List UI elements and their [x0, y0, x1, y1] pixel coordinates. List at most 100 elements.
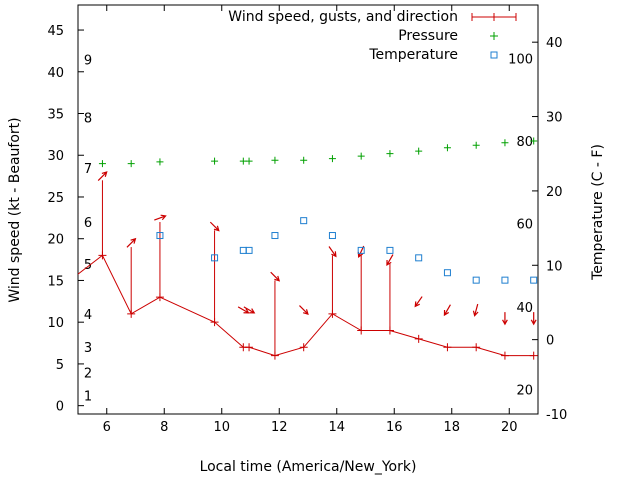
y-tick-label: 25 — [47, 191, 64, 206]
wind-direction-arrow — [386, 254, 394, 267]
fahrenheit-labels: 20 40 60 80 100 — [508, 53, 533, 399]
legend-pressure-label: Pressure — [398, 28, 458, 44]
temperature-point — [415, 254, 423, 262]
fahrenheit-label: 20 — [516, 383, 533, 398]
y2-axis-label: Temperature (C - F) — [590, 144, 606, 281]
wind-speed-point — [357, 326, 366, 335]
wind-direction-arrow — [328, 246, 337, 258]
wind-direction-arrow — [154, 214, 167, 221]
temperature-point — [245, 246, 253, 254]
wind-speed-series — [78, 251, 538, 360]
wind-speed-point — [127, 309, 136, 318]
pressure-point — [300, 156, 308, 164]
fahrenheit-label: 100 — [508, 53, 533, 68]
fahrenheit-label: 80 — [516, 135, 533, 150]
y-tick-label: 0 — [56, 400, 64, 415]
beaufort-labels: 1 2 3 4 5 6 7 8 9 — [84, 53, 92, 404]
legend: Wind speed, gusts, and direction Pressur… — [228, 9, 517, 63]
wind-direction-arrow — [270, 271, 281, 282]
fahrenheit-label: 40 — [516, 301, 533, 316]
wind-direction-arrow — [97, 171, 108, 181]
wind-speed-point — [245, 343, 254, 352]
temperature-point — [156, 232, 164, 240]
wind-speed-point — [443, 343, 452, 352]
y2-tick-label: 0 — [546, 334, 554, 349]
wind-direction-arrow — [414, 296, 423, 308]
wind-speed-point — [210, 318, 219, 327]
y2-tick-label: 40 — [546, 36, 563, 51]
wind-speed-point — [472, 343, 481, 352]
y-axis-tick-labels: 0 5 10 15 20 25 30 35 40 45 — [47, 24, 64, 415]
x-axis-label: Local time (America/New_York) — [200, 459, 417, 475]
legend-temperature-label: Temperature — [368, 47, 458, 63]
pressure-point — [501, 139, 509, 147]
legend-temperature-marker — [490, 51, 498, 59]
x-tick-label: 10 — [213, 420, 230, 435]
plot-frame — [77, 4, 539, 415]
legend-pressure-sample — [490, 32, 498, 40]
y-tick-label: 10 — [47, 316, 64, 331]
wind-speed-point — [529, 351, 538, 360]
temperature-point — [530, 276, 538, 284]
x-axis-tick-labels: 6 8 10 12 14 16 18 20 — [103, 420, 518, 435]
axis-ticks — [78, 5, 538, 415]
temperature-point — [386, 246, 394, 254]
pressure-point — [357, 152, 365, 160]
pressure-point — [98, 160, 106, 168]
wind-direction-arrows — [97, 171, 537, 326]
wind-direction-arrow — [243, 306, 256, 314]
wind-direction-arrow — [209, 221, 220, 232]
y2-axis-tick-labels: -10 0 10 20 30 40 — [546, 36, 567, 423]
wind-direction-arrow — [299, 305, 309, 315]
wind-speed-point — [98, 251, 107, 260]
y-tick-label: 40 — [47, 66, 64, 81]
temperature-point — [211, 254, 219, 262]
x-tick-label: 8 — [160, 420, 168, 435]
pressure-point — [386, 150, 394, 158]
wind-direction-arrow — [237, 306, 250, 314]
legend-wind-label: Wind speed, gusts, and direction — [228, 9, 458, 25]
pressure-point — [530, 137, 538, 145]
y-tick-label: 45 — [47, 24, 64, 39]
wind-speed-point — [270, 351, 279, 360]
y-tick-label: 30 — [47, 149, 64, 164]
temperature-point — [472, 276, 480, 284]
wind-speed-point — [155, 293, 164, 302]
pressure-point — [156, 158, 164, 166]
beaufort-label: 4 — [84, 308, 92, 323]
beaufort-label: 3 — [84, 341, 92, 356]
pressure-point — [211, 157, 219, 165]
pressure-point — [127, 160, 135, 168]
temperature-series — [156, 217, 538, 284]
pressure-point — [472, 141, 480, 149]
y-tick-label: 5 — [56, 358, 64, 373]
beaufort-label: 7 — [84, 162, 92, 177]
y-axis-label: Wind speed (kt - Beaufort) — [7, 117, 23, 302]
x-tick-label: 12 — [271, 420, 288, 435]
beaufort-label: 5 — [84, 258, 92, 273]
pressure-point — [415, 147, 423, 155]
wind-direction-arrow — [126, 237, 137, 248]
beaufort-label: 2 — [84, 366, 92, 381]
wind-direction-arrow — [472, 303, 479, 317]
wind-direction-arrow — [443, 304, 451, 317]
gust-lines — [101, 180, 391, 356]
legend-temperature-sample — [490, 51, 498, 59]
x-tick-label: 18 — [443, 420, 460, 435]
temperature-point — [357, 246, 365, 254]
pressure-point — [245, 157, 253, 165]
pressure-point — [328, 155, 336, 163]
beaufort-label: 8 — [84, 112, 92, 127]
temperature-point — [328, 232, 336, 240]
beaufort-label: 6 — [84, 216, 92, 231]
x-tick-label: 14 — [328, 420, 345, 435]
temperature-point — [300, 217, 308, 225]
temperature-point — [239, 246, 247, 254]
wind-speed-point — [500, 351, 509, 360]
y2-tick-label: 10 — [546, 259, 563, 274]
wind-speed-point — [299, 343, 308, 352]
pressure-series — [98, 137, 538, 168]
temperature-point — [443, 269, 451, 277]
wind-direction-arrow — [530, 312, 537, 326]
temperature-point — [271, 232, 279, 240]
